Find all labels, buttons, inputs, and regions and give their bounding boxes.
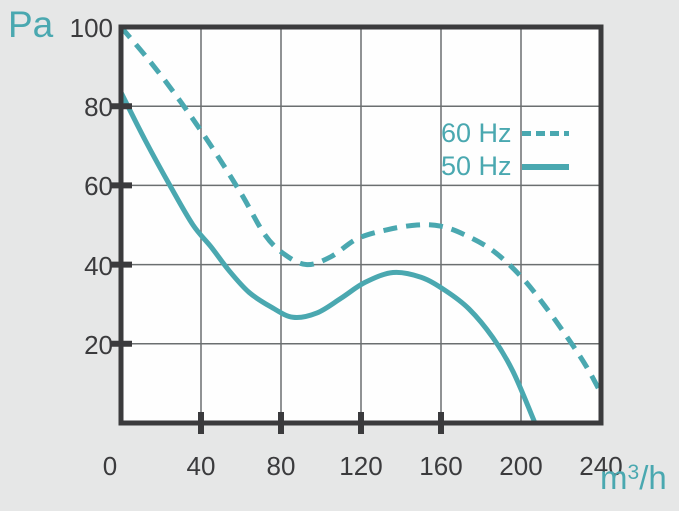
x-tick-label: 80: [266, 451, 296, 481]
x-tick-label: 160: [419, 451, 463, 481]
curve-60-hz: [119, 25, 604, 395]
y-tick-label: 20: [84, 329, 113, 360]
legend-label-60hz: 60 Hz: [441, 118, 512, 148]
y-tick-label: 100: [69, 13, 113, 43]
y-axis-unit-label: Pa: [8, 4, 54, 45]
x-tick-label: 240: [579, 451, 623, 481]
legend: 60 Hz 50 Hz: [441, 117, 569, 183]
legend-solid-line-sample: [522, 163, 569, 170]
plot-frame: [118, 24, 604, 426]
x-axis-unit-label: m3/h: [600, 459, 667, 497]
legend-dashed-line-sample: [522, 131, 569, 136]
x-tick-label: 40: [186, 451, 216, 481]
x-tick-label: 120: [339, 451, 383, 481]
legend-row-50hz: 50 Hz: [441, 150, 569, 183]
curve-50-hz: [118, 91, 538, 424]
x-unit-suffix: /h: [639, 459, 667, 496]
y-tick-label: 60: [84, 171, 113, 202]
x-tick-label: 200: [499, 451, 543, 481]
legend-row-60hz: 60 Hz: [441, 117, 569, 150]
y-tick-label: 80: [84, 92, 113, 123]
x-unit-base: m: [600, 459, 628, 496]
x-unit-exponent: 3: [627, 461, 640, 484]
y-tick-label: 40: [84, 250, 113, 281]
legend-label-50hz: 50 Hz: [441, 151, 512, 181]
x-tick-label: 0: [102, 451, 118, 481]
